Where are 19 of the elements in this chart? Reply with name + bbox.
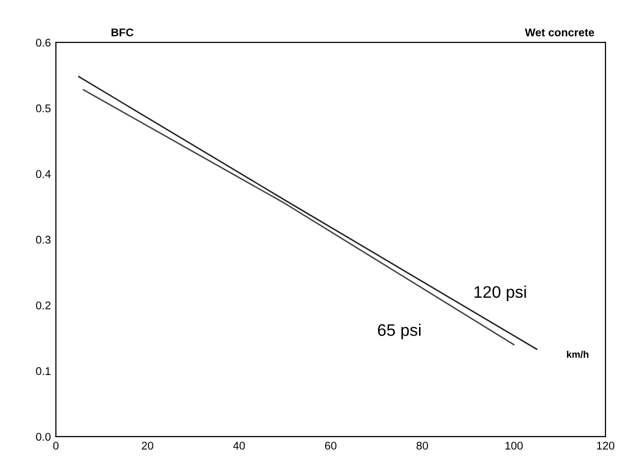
series-label: 120 psi	[474, 286, 526, 302]
x-tick-label: 120	[597, 442, 614, 450]
y-tick-label: 0.3	[36, 236, 51, 244]
y-tick-label: 0.0	[36, 432, 51, 441]
chart-title: Wet concrete	[524, 28, 594, 36]
y-tick-label: 0.2	[36, 301, 50, 310]
x-axis-title: km/h	[566, 350, 588, 358]
x-tick-label: 40	[233, 442, 245, 450]
x-tick-label: 0	[53, 442, 59, 450]
y-tick-label: 0.4	[36, 170, 51, 178]
y-axis-title: BFC	[112, 28, 134, 36]
y-tick-label: 0.5	[36, 104, 51, 112]
x-tick-label: 20	[142, 442, 154, 450]
y-tick-label: 0.6	[36, 38, 51, 47]
y-tick-label: 0.1	[36, 367, 50, 376]
series-label: 65 psi	[378, 324, 420, 340]
x-tick-label: 100	[505, 442, 523, 450]
x-tick-label: 60	[325, 442, 336, 450]
x-tick-label: 80	[416, 442, 428, 450]
